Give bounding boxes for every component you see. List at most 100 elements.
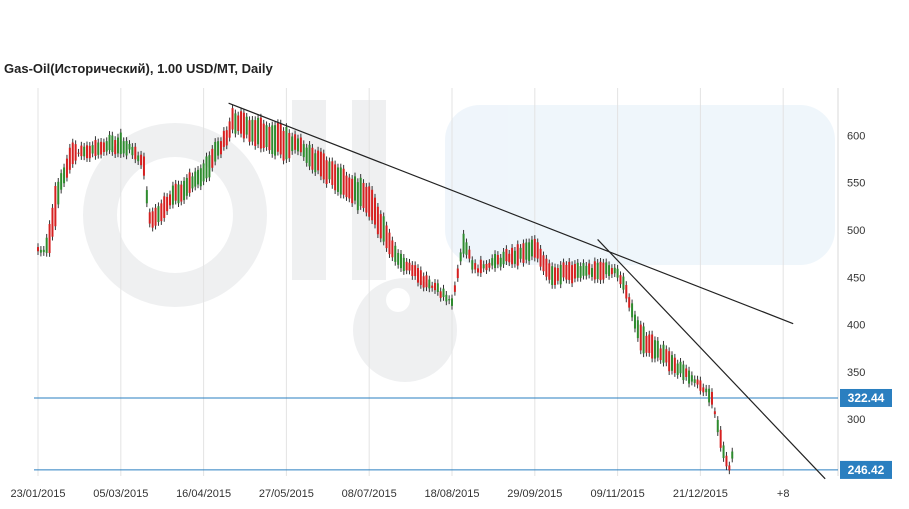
- candle-body: [57, 181, 60, 205]
- candle-body: [151, 211, 154, 228]
- candle-body: [397, 252, 400, 265]
- candle-body: [399, 253, 402, 269]
- candle-body: [271, 125, 274, 154]
- candle-body: [163, 196, 166, 218]
- candle-body: [588, 263, 591, 275]
- candle-body: [48, 224, 51, 254]
- candle-body: [693, 379, 696, 383]
- candle-body: [331, 161, 334, 185]
- candle-body: [565, 264, 568, 280]
- candle-body: [268, 126, 271, 151]
- candle-body: [525, 242, 528, 260]
- candle-body: [211, 148, 214, 168]
- candle-body: [276, 123, 279, 152]
- candle-body: [97, 142, 100, 155]
- x-tick-label: 21/12/2015: [673, 488, 728, 500]
- candle-body: [296, 138, 299, 152]
- trendline: [597, 239, 826, 480]
- candle-body: [305, 147, 308, 163]
- candle-body: [673, 357, 676, 374]
- candle-body: [671, 355, 674, 371]
- candle-body: [599, 261, 602, 281]
- candle-body: [145, 190, 148, 204]
- x-axis-ticks: 23/01/2015 05/03/2015 16/04/2015 27/05/2015…: [10, 488, 789, 500]
- candles: [37, 104, 734, 475]
- candle-body: [105, 141, 108, 152]
- candle-body: [425, 275, 428, 288]
- candle-body: [593, 261, 596, 280]
- candle-body: [502, 251, 505, 265]
- candle-body: [71, 142, 74, 165]
- candle-body: [188, 172, 191, 193]
- candle-body: [180, 184, 183, 202]
- candle-body: [122, 141, 125, 154]
- candle-body: [639, 324, 642, 351]
- candle-body: [411, 264, 414, 277]
- candle-body: [519, 247, 522, 259]
- candle-body: [166, 196, 169, 212]
- candle-body: [385, 225, 388, 249]
- y-tick-label: 550: [847, 178, 865, 190]
- candle-body: [83, 146, 86, 157]
- candle-body: [356, 182, 359, 211]
- candle-body: [351, 178, 354, 204]
- candle-body: [699, 380, 702, 391]
- candle-body: [579, 266, 582, 278]
- candle-body: [137, 155, 140, 162]
- candle-body: [88, 145, 91, 159]
- oilstat-watermark-logo: [83, 100, 835, 382]
- candle-body: [102, 142, 105, 153]
- candle-body: [265, 125, 268, 148]
- candle-body: [533, 238, 536, 258]
- candle-body: [439, 291, 442, 298]
- candle-body: [359, 177, 362, 207]
- candle-body: [448, 299, 451, 301]
- candle-body: [205, 156, 208, 179]
- candle-body: [576, 262, 579, 278]
- candle-body: [231, 108, 234, 130]
- candle-body: [613, 267, 616, 274]
- candle-body: [582, 263, 585, 276]
- candle-body: [217, 141, 220, 156]
- candle-body: [682, 364, 685, 381]
- candle-body: [668, 351, 671, 372]
- candle-body: [585, 265, 588, 276]
- candle-body: [622, 276, 625, 290]
- candle-body: [690, 375, 693, 382]
- candle-body: [513, 250, 516, 264]
- candle-body: [279, 123, 282, 155]
- candle-body: [456, 268, 459, 279]
- candle-body: [208, 155, 211, 178]
- candle-body: [488, 262, 491, 268]
- candle-body: [722, 445, 725, 459]
- candle-body: [645, 335, 648, 353]
- candle-body: [322, 153, 325, 180]
- candle-body: [131, 146, 134, 156]
- candle-body: [573, 263, 576, 279]
- candle-body: [111, 135, 114, 153]
- candle-body: [299, 137, 302, 153]
- candle-body: [511, 247, 514, 265]
- candle-body: [453, 285, 456, 292]
- candle-body: [379, 214, 382, 239]
- candle-body: [713, 411, 716, 415]
- candle-body: [345, 175, 348, 198]
- candle-body: [94, 140, 97, 156]
- candle-body: [505, 248, 508, 262]
- candle-body: [625, 284, 628, 299]
- candle-body: [373, 197, 376, 225]
- candle-body: [662, 344, 665, 363]
- candle-body: [339, 167, 342, 195]
- x-tick-label: 27/05/2015: [259, 488, 314, 500]
- candle-body: [702, 387, 705, 393]
- candle-body: [336, 167, 339, 192]
- candle-body: [328, 161, 331, 180]
- candle-body: [530, 239, 533, 257]
- candle-body: [51, 207, 54, 237]
- candle-body: [468, 249, 471, 259]
- candle-body: [240, 111, 243, 134]
- candle-body: [571, 265, 574, 284]
- candle-body: [665, 349, 668, 363]
- candle-body: [716, 419, 719, 433]
- candle-body: [465, 242, 468, 255]
